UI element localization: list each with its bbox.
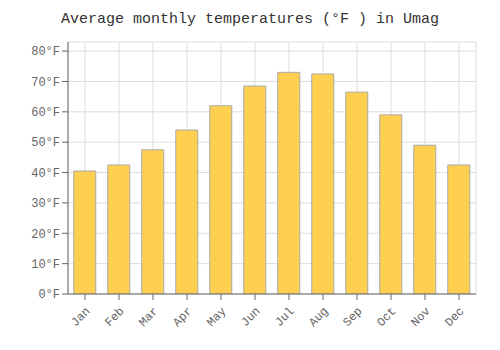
svg-text:40°F: 40°F <box>31 167 60 181</box>
svg-text:Oct: Oct <box>374 305 399 330</box>
svg-text:Mar: Mar <box>136 305 161 330</box>
svg-text:Nov: Nov <box>408 305 433 330</box>
svg-text:30°F: 30°F <box>31 197 60 211</box>
svg-text:Jun: Jun <box>238 305 263 330</box>
svg-text:Sep: Sep <box>340 305 365 330</box>
svg-text:70°F: 70°F <box>31 76 60 90</box>
svg-text:0°F: 0°F <box>38 288 60 302</box>
svg-text:20°F: 20°F <box>31 228 60 242</box>
svg-text:Jul: Jul <box>272 305 297 330</box>
svg-text:60°F: 60°F <box>31 106 60 120</box>
svg-text:50°F: 50°F <box>31 136 60 150</box>
svg-text:Feb: Feb <box>102 305 127 330</box>
svg-text:Apr: Apr <box>170 305 195 330</box>
html-text:Average monthly temperatures (: Average monthly temperatures (°F ) in Um… <box>61 11 439 28</box>
svg-text:10°F: 10°F <box>31 258 60 272</box>
svg-text:May: May <box>204 305 229 330</box>
svg-text:Jan: Jan <box>68 305 93 330</box>
svg-text:Dec: Dec <box>442 305 467 330</box>
svg-text:Aug: Aug <box>306 305 331 330</box>
svg-text:80°F: 80°F <box>31 45 60 59</box>
